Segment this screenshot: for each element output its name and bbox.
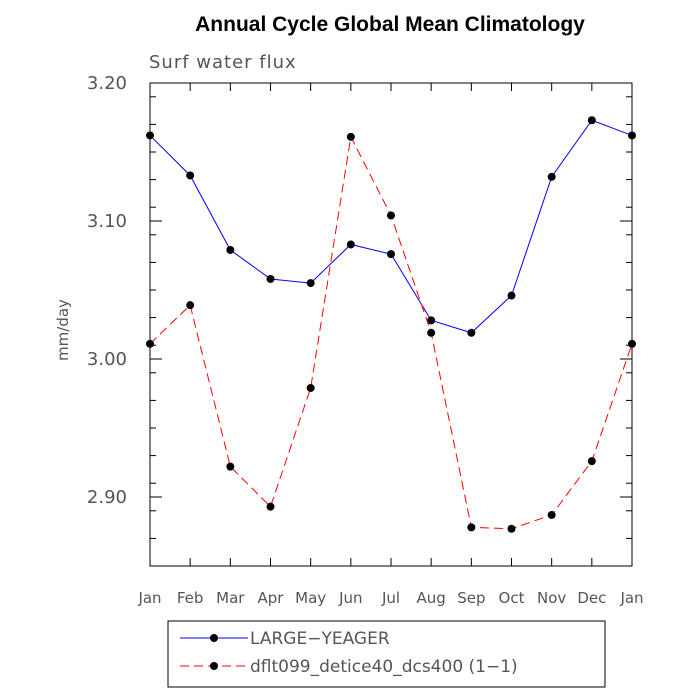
- series-layer: [146, 116, 636, 533]
- y-tick-label: 3.20: [87, 73, 127, 94]
- data-point: [266, 502, 275, 511]
- data-point: [346, 132, 355, 141]
- x-tick-label: Apr: [258, 589, 285, 607]
- legend-item: LARGE−YEAGER: [180, 629, 390, 649]
- data-point: [387, 250, 395, 259]
- data-point: [266, 274, 275, 283]
- x-tick-label: Sep: [457, 589, 485, 607]
- series-line: [149, 119, 633, 334]
- legend: LARGE−YEAGER dflt099_detice40_dcs400 (1−1…: [167, 620, 606, 688]
- y-tick-label: 3.00: [87, 349, 127, 370]
- series-1: [146, 116, 636, 337]
- data-point: [346, 240, 355, 249]
- data-point: [427, 316, 436, 325]
- data-point: [467, 523, 476, 532]
- data-point: [507, 291, 516, 300]
- data-point: [467, 328, 476, 337]
- data-point: [587, 116, 596, 125]
- data-point: [226, 245, 235, 254]
- data-point: [427, 328, 436, 337]
- x-tick-label: Jul: [381, 589, 400, 607]
- x-tick-label: Dec: [577, 589, 606, 607]
- x-tick-label: Oct: [499, 589, 525, 607]
- legend-item: dflt099_detice40_dcs400 (1−1): [180, 657, 518, 677]
- data-point: [587, 457, 596, 466]
- x-tick-label: Jan: [619, 589, 643, 607]
- y-axis-label: mm/day: [54, 299, 72, 361]
- chart-subtitle: Surf water flux: [149, 52, 297, 73]
- data-point: [387, 211, 395, 220]
- data-point: [547, 172, 556, 181]
- data-point: [547, 510, 556, 519]
- data-point: [306, 279, 315, 288]
- legend-marker: [210, 634, 218, 642]
- data-point: [226, 462, 235, 471]
- series-line: [149, 135, 633, 530]
- legend-label: LARGE−YEAGER: [250, 629, 390, 649]
- plot-frame: [149, 82, 633, 567]
- x-tick-label: Jan: [137, 589, 161, 607]
- data-point: [507, 524, 516, 533]
- data-point: [186, 171, 195, 180]
- legend-box: [167, 620, 606, 688]
- ticks-layer: Jan Feb Mar Apr May Jun Jul Aug Sep Oct Nov Dec Jan 2…: [87, 73, 644, 607]
- x-tick-label: May: [295, 589, 326, 607]
- y-tick-label: 2.90: [87, 487, 127, 508]
- data-point: [186, 301, 195, 310]
- chart-title: Annual Cycle Global Mean Climatology: [195, 13, 585, 36]
- legend-items: LARGE−YEAGER dflt099_detice40_dcs400 (1−1…: [180, 629, 518, 677]
- legend-label: dflt099_detice40_dcs400 (1−1): [250, 657, 518, 677]
- legend-marker: [210, 662, 218, 670]
- x-tick-label: Jun: [338, 589, 362, 607]
- series-2: [146, 132, 636, 533]
- y-tick-label: 3.10: [87, 211, 127, 232]
- x-tick-label: Aug: [417, 589, 446, 607]
- x-tick-label: Nov: [537, 589, 566, 607]
- data-point: [306, 383, 315, 392]
- x-tick-label: Feb: [177, 589, 204, 607]
- x-tick-label: Mar: [216, 589, 245, 607]
